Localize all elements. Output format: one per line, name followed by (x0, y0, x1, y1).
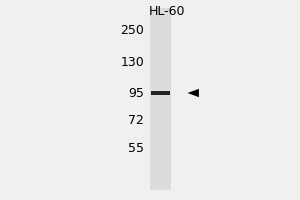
Text: HL-60: HL-60 (148, 5, 185, 18)
Text: 130: 130 (120, 55, 144, 68)
Bar (151, 91, 170, 95)
Bar (150, 8, 171, 190)
Text: 55: 55 (128, 142, 144, 156)
Polygon shape (188, 89, 199, 97)
Text: 95: 95 (128, 87, 144, 100)
Text: 250: 250 (120, 24, 144, 38)
Text: 72: 72 (128, 114, 144, 127)
